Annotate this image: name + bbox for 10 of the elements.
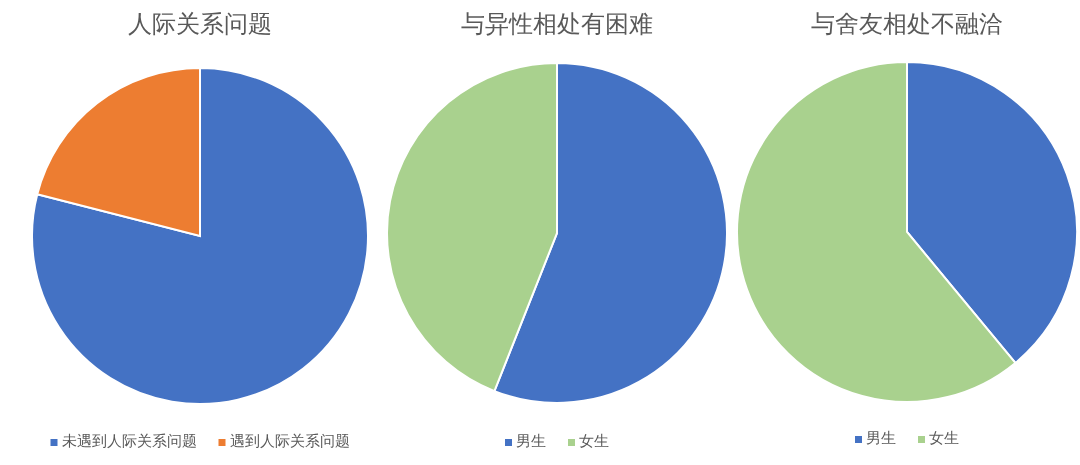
pie-slice	[31, 67, 369, 405]
legend-label: 女生	[579, 432, 609, 450]
chart-title: 与舍友相处不融洽	[811, 10, 1003, 38]
chart-title: 人际关系问题	[128, 10, 272, 38]
chart-title: 与异性相处有困难	[461, 10, 653, 38]
legend-label: 遇到人际关系问题	[229, 432, 350, 450]
legend-label: 男生	[866, 429, 896, 447]
legend-label: 未遇到人际关系问题	[61, 432, 197, 450]
legend-label: 女生	[929, 429, 959, 447]
legend-label: 男生	[516, 432, 546, 450]
